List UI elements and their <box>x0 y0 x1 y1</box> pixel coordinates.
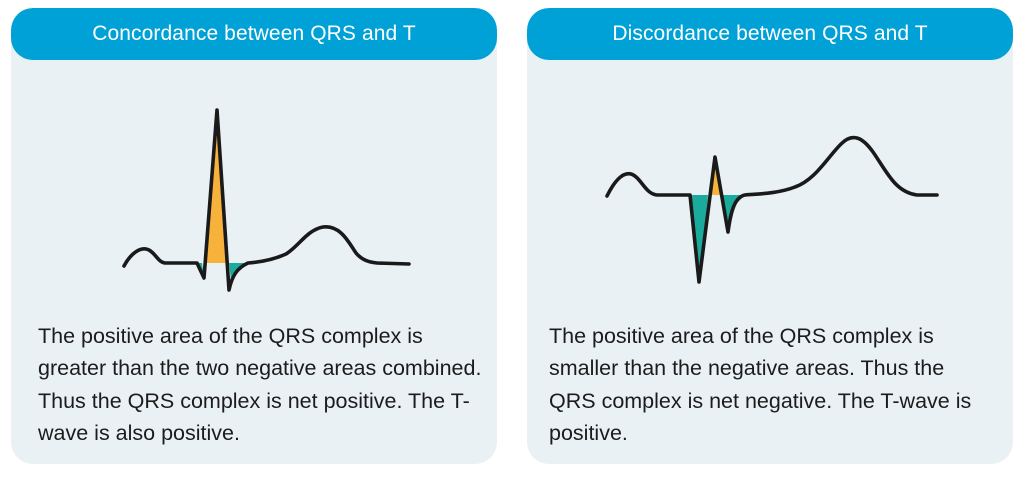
ecg-trace-concordance <box>122 108 411 292</box>
panel-title: Discordance between QRS and T <box>527 8 1013 60</box>
ecg-line <box>122 108 411 292</box>
concordance-panel: Concordance between QRS and T The positi… <box>11 8 497 464</box>
negative-area-s <box>229 263 248 281</box>
negative-area-q <box>690 195 708 282</box>
ecg-trace-discordance <box>605 135 939 284</box>
discordance-panel: Discordance between QRS and T The positi… <box>527 8 1013 464</box>
ecg-line <box>605 135 939 284</box>
positive-area-r <box>206 110 228 263</box>
panel-title: Concordance between QRS and T <box>11 8 497 60</box>
panel-description: The positive area of the QRS complex is … <box>38 324 482 445</box>
panel-description: The positive area of the QRS complex is … <box>549 324 972 445</box>
